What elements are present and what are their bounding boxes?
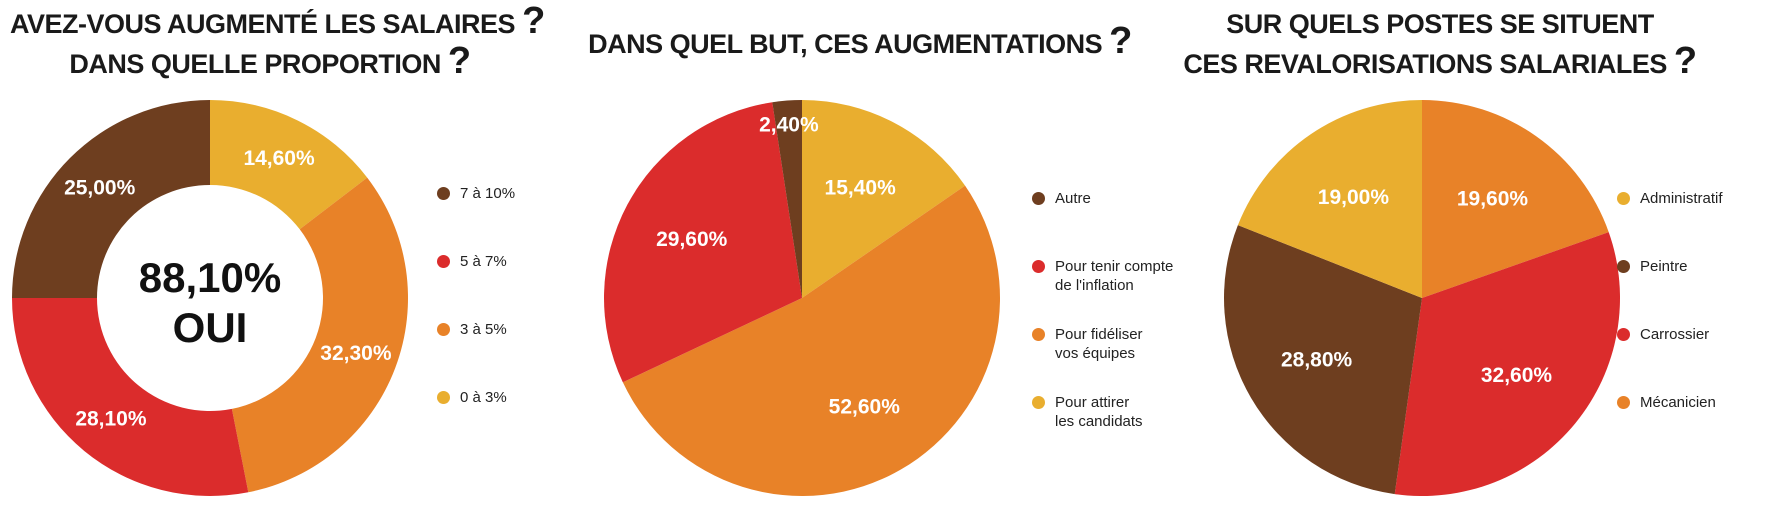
legend-swatch <box>1032 328 1045 341</box>
legend-label: Mécanicien <box>1640 394 1716 411</box>
title-question-mark: ? <box>447 40 471 82</box>
slice-1 <box>802 100 966 298</box>
legend-label: Autre <box>1055 190 1091 207</box>
slice-4 <box>1237 100 1422 298</box>
legend-swatch <box>1032 260 1045 273</box>
slice-label: 14,60% <box>243 147 315 170</box>
slice-2 <box>1394 232 1620 496</box>
center-value: 88,10% <box>139 254 281 301</box>
slice-label: 32,30% <box>320 342 392 365</box>
chart-panel-positions: SUR QUELS POSTES SE SITUENT CES REVALORI… <box>1183 0 1767 506</box>
title-question-mark: ? <box>1109 20 1132 62</box>
slice-label: 32,60% <box>1481 364 1553 387</box>
chart-title: SUR QUELS POSTES SE SITUENT CES REVALORI… <box>1170 4 1710 84</box>
title-line-1: DANS QUEL BUT, CES AUGMENTATIONS <box>588 29 1103 59</box>
slice-label: 28,80% <box>1281 348 1353 371</box>
legend-swatch <box>1032 396 1045 409</box>
legend-swatch <box>437 255 450 268</box>
legend-swatch <box>1617 396 1630 409</box>
legend-label: 3 à 5% <box>460 321 507 338</box>
slice-3 <box>12 298 249 496</box>
slice-label: 25,00% <box>64 177 136 200</box>
legend-swatch <box>1617 192 1630 205</box>
legend-label: 7 à 10% <box>460 185 516 202</box>
title-line-2: DANS QUELLE PROPORTION <box>69 49 441 79</box>
chart-title: AVEZ-VOUS AUGMENTÉ LES SALAIRES ? DANS Q… <box>10 2 545 84</box>
legend-swatch <box>437 391 450 404</box>
chart-panel-salary-increase: AVEZ-VOUS AUGMENTÉ LES SALAIRES ? DANS Q… <box>0 0 560 506</box>
legend-label: Peintre <box>1640 258 1688 275</box>
legend-label: Pour fidéliser vos équipes <box>1055 326 1143 362</box>
legend-label: 0 à 3% <box>460 389 507 406</box>
pie-chart: 15,40% 52,60% 29,60% 2,40% <box>604 100 1000 496</box>
legend-label: Carrossier <box>1640 326 1710 343</box>
legend-swatch <box>1032 192 1045 205</box>
slice-4 <box>12 100 210 298</box>
legend-label: 5 à 7% <box>460 253 507 270</box>
legend-label: Pour attirer les candidats <box>1055 394 1143 430</box>
title-line-1: AVEZ-VOUS AUGMENTÉ LES SALAIRES <box>10 9 516 39</box>
slice-label: 2,40% <box>759 113 819 136</box>
chart-title: DANS QUEL BUT, CES AUGMENTATIONS ? <box>560 22 1160 64</box>
title-line-2: CES REVALORISATIONS SALARIALES <box>1183 49 1667 79</box>
legend-swatch <box>437 323 450 336</box>
legend-swatch <box>1617 328 1630 341</box>
slice-label: 19,00% <box>1318 186 1390 209</box>
chart-panel-increase-purpose: DANS QUEL BUT, CES AUGMENTATIONS ? 15,40… <box>580 0 1180 506</box>
slice-2 <box>231 177 408 493</box>
slice-1 <box>1422 100 1609 298</box>
slice-label: 52,60% <box>829 395 901 418</box>
slice-1 <box>210 100 368 230</box>
legend-label: Pour tenir compte de l'inflation <box>1055 258 1174 294</box>
slice-3 <box>1224 225 1422 495</box>
slice-label: 15,40% <box>825 176 897 199</box>
legend-swatch <box>437 187 450 200</box>
legend-label: Administratif <box>1640 190 1723 207</box>
legend-swatch <box>1617 260 1630 273</box>
title-line-1: SUR QUELS POSTES SE SITUENT <box>1226 9 1654 39</box>
slice-label: 29,60% <box>656 228 728 251</box>
pie-chart: 19,60% 32,60% 28,80% 19,00% <box>1224 100 1620 496</box>
title-question-mark: ? <box>1673 40 1697 82</box>
title-question-mark: ? <box>522 0 545 42</box>
slice-2 <box>622 185 1000 496</box>
slice-label: 19,60% <box>1457 187 1529 210</box>
slice-label: 28,10% <box>75 408 147 431</box>
donut-chart: 14,60% 32,30% 28,10% 25,00% 88,10%OUI <box>12 100 408 496</box>
slice-4 <box>772 100 802 298</box>
center-label: OUI <box>173 304 248 351</box>
slice-3 <box>604 102 802 383</box>
